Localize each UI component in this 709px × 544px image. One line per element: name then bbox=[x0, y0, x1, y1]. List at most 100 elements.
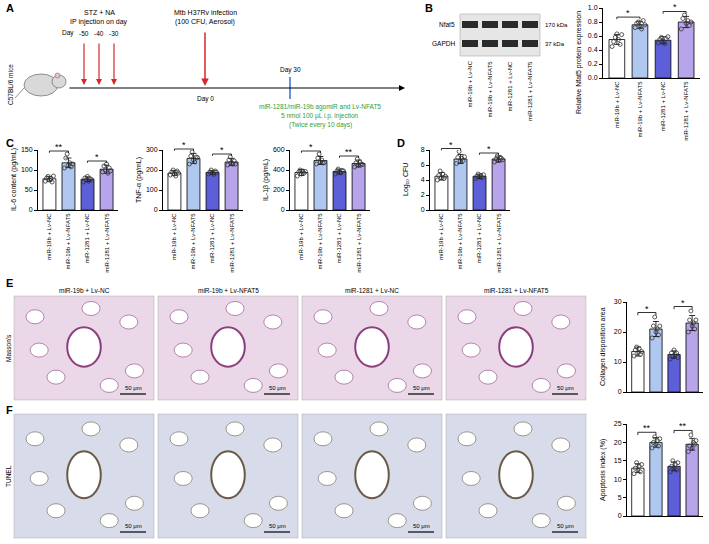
svg-text:150: 150 bbox=[21, 146, 33, 153]
svg-text:miR-1281/miR-19b agomiR and Lv: miR-1281/miR-19b agomiR and Lv-NFAT5 bbox=[259, 103, 381, 111]
svg-text:miR-19b + Lv-NFAT5: miR-19b + Lv-NFAT5 bbox=[198, 287, 259, 294]
svg-text:miR-19b + Lv-NFAT5: miR-19b + Lv-NFAT5 bbox=[487, 61, 493, 118]
svg-text:*: * bbox=[681, 298, 685, 308]
svg-text:-30: -30 bbox=[109, 30, 119, 37]
svg-text:*: * bbox=[673, 2, 677, 12]
svg-text:GAPDH: GAPDH bbox=[432, 40, 455, 47]
svg-text:Mtb H37Rv infection: Mtb H37Rv infection bbox=[174, 9, 237, 16]
svg-text:37 kDa: 37 kDa bbox=[545, 41, 565, 47]
svg-text:10: 10 bbox=[614, 358, 622, 365]
svg-text:TUNEL: TUNEL bbox=[5, 465, 12, 487]
svg-text:miR-1281 + Lv-NC: miR-1281 + Lv-NC bbox=[345, 287, 399, 294]
svg-text:A: A bbox=[6, 2, 14, 14]
svg-text:Apoptosis index (%): Apoptosis index (%) bbox=[599, 439, 607, 501]
svg-text:10: 10 bbox=[614, 476, 622, 483]
svg-text:-40: -40 bbox=[94, 30, 104, 37]
svg-text:0: 0 bbox=[421, 206, 425, 213]
svg-text:*: * bbox=[182, 140, 186, 150]
svg-text:Relative Nfat5 protein express: Relative Nfat5 protein expression bbox=[575, 11, 583, 114]
svg-text:2: 2 bbox=[421, 191, 425, 198]
svg-text:5: 5 bbox=[618, 494, 622, 501]
svg-text:*: * bbox=[220, 145, 224, 155]
svg-text:miR-19b + Lv-NFAT5: miR-19b + Lv-NFAT5 bbox=[637, 81, 643, 138]
svg-text:0: 0 bbox=[29, 206, 33, 213]
svg-text:200: 200 bbox=[273, 186, 285, 193]
svg-text:(100 CFU, Aerosol): (100 CFU, Aerosol) bbox=[175, 18, 235, 26]
svg-text:1.0: 1.0 bbox=[588, 4, 598, 11]
svg-text:miR-19b + Lv-NC: miR-19b + Lv-NC bbox=[438, 213, 444, 260]
svg-text:miR-1281 + Lv-NFAT5: miR-1281 + Lv-NFAT5 bbox=[496, 213, 502, 273]
svg-text:0.2: 0.2 bbox=[588, 60, 598, 67]
svg-text:miR-19b + Lv-NC: miR-19b + Lv-NC bbox=[467, 60, 473, 107]
svg-text:miR-1281 + Lv-NFAT5: miR-1281 + Lv-NFAT5 bbox=[527, 61, 533, 121]
svg-text:B: B bbox=[425, 2, 433, 14]
svg-text:miR-19b + Lv-NC: miR-19b + Lv-NC bbox=[171, 213, 177, 260]
svg-text:Log₁₀ CFU: Log₁₀ CFU bbox=[402, 163, 410, 196]
svg-text:0.6: 0.6 bbox=[588, 32, 598, 39]
svg-text:8: 8 bbox=[421, 146, 425, 153]
svg-text:20: 20 bbox=[614, 328, 622, 335]
svg-text:15: 15 bbox=[614, 457, 622, 464]
svg-text:-50: -50 bbox=[79, 30, 89, 37]
svg-text:25: 25 bbox=[614, 420, 622, 427]
svg-text:miR-19b + Lv-NC: miR-19b + Lv-NC bbox=[46, 213, 52, 260]
svg-text:*: * bbox=[95, 152, 99, 162]
svg-text:IP injection on day: IP injection on day bbox=[70, 18, 128, 26]
svg-text:50 μm: 50 μm bbox=[413, 523, 430, 529]
svg-text:600: 600 bbox=[273, 146, 285, 153]
svg-text:C: C bbox=[6, 137, 14, 149]
svg-text:**: ** bbox=[643, 423, 651, 433]
svg-text:200: 200 bbox=[146, 166, 158, 173]
svg-text:Day: Day bbox=[62, 29, 74, 37]
svg-text:*: * bbox=[309, 142, 313, 152]
svg-text:50 μm: 50 μm bbox=[557, 523, 574, 529]
svg-text:**: ** bbox=[345, 147, 353, 157]
svg-text:Day 30: Day 30 bbox=[280, 66, 301, 74]
svg-text:E: E bbox=[6, 277, 13, 289]
svg-text:miR-1281 + Lv-NC: miR-1281 + Lv-NC bbox=[476, 213, 482, 264]
svg-text:0.8: 0.8 bbox=[588, 18, 598, 25]
svg-text:4: 4 bbox=[421, 176, 425, 183]
svg-text:F: F bbox=[6, 404, 13, 416]
svg-text:miR-1281 + Lv-NC: miR-1281 + Lv-NC bbox=[336, 213, 342, 264]
svg-text:0.0: 0.0 bbox=[588, 74, 598, 81]
svg-text:50 μm: 50 μm bbox=[125, 523, 142, 529]
svg-text:miR-19b + Lv-NFAT5: miR-19b + Lv-NFAT5 bbox=[317, 213, 323, 270]
svg-text:miR-1281 + Lv-NC: miR-1281 + Lv-NC bbox=[507, 61, 513, 112]
svg-text:miR-1281 + Lv-NFAT5: miR-1281 + Lv-NFAT5 bbox=[356, 213, 362, 273]
svg-text:300: 300 bbox=[146, 146, 158, 153]
svg-text:miR-1281 + Lv-NFAT5: miR-1281 + Lv-NFAT5 bbox=[683, 81, 689, 141]
svg-text:170 kDa: 170 kDa bbox=[545, 22, 568, 28]
svg-text:100: 100 bbox=[21, 166, 33, 173]
svg-text:D: D bbox=[397, 137, 405, 149]
svg-text:miR-19b + Lv-NC: miR-19b + Lv-NC bbox=[614, 81, 620, 128]
svg-text:miR-19b + Lv-NC: miR-19b + Lv-NC bbox=[59, 287, 110, 294]
svg-text:miR-19b + Lv-NFAT5: miR-19b + Lv-NFAT5 bbox=[65, 213, 71, 270]
svg-text:miR-1281 + Lv-NFAT5: miR-1281 + Lv-NFAT5 bbox=[104, 213, 110, 273]
svg-text:miR-1281 + Lv-NFAT5: miR-1281 + Lv-NFAT5 bbox=[484, 287, 549, 294]
svg-text:50 μm: 50 μm bbox=[125, 385, 142, 391]
svg-text:*: * bbox=[645, 304, 649, 314]
svg-text:*: * bbox=[487, 144, 491, 154]
svg-text:(Twice every 10 days): (Twice every 10 days) bbox=[289, 121, 352, 129]
svg-text:0: 0 bbox=[154, 206, 158, 213]
svg-text:0: 0 bbox=[618, 388, 622, 395]
svg-text:100: 100 bbox=[146, 186, 158, 193]
svg-text:Masson's: Masson's bbox=[5, 334, 12, 362]
svg-text:miR-1281 + Lv-NFAT5: miR-1281 + Lv-NFAT5 bbox=[229, 213, 235, 273]
svg-text:miR-19b + Lv-NFAT5: miR-19b + Lv-NFAT5 bbox=[190, 213, 196, 270]
svg-text:30: 30 bbox=[614, 298, 622, 305]
svg-text:Day 0: Day 0 bbox=[197, 95, 214, 103]
svg-text:**: ** bbox=[679, 421, 687, 431]
svg-text:Nfat5: Nfat5 bbox=[439, 21, 455, 28]
svg-text:Collagen disposition area: Collagen disposition area bbox=[599, 307, 607, 386]
svg-text:5 nmol 100 μL i.p. injection: 5 nmol 100 μL i.p. injection bbox=[281, 112, 359, 120]
svg-text:miR-1281 + Lv-NC: miR-1281 + Lv-NC bbox=[209, 213, 215, 264]
svg-text:miR-1281 + Lv-NC: miR-1281 + Lv-NC bbox=[84, 213, 90, 264]
svg-text:50 μm: 50 μm bbox=[269, 523, 286, 529]
svg-text:*: * bbox=[449, 140, 453, 150]
svg-text:miR-19b + Lv-NFAT5: miR-19b + Lv-NFAT5 bbox=[457, 213, 463, 270]
svg-text:50 μm: 50 μm bbox=[557, 385, 574, 391]
svg-text:0: 0 bbox=[281, 206, 285, 213]
svg-text:**: ** bbox=[55, 142, 63, 152]
